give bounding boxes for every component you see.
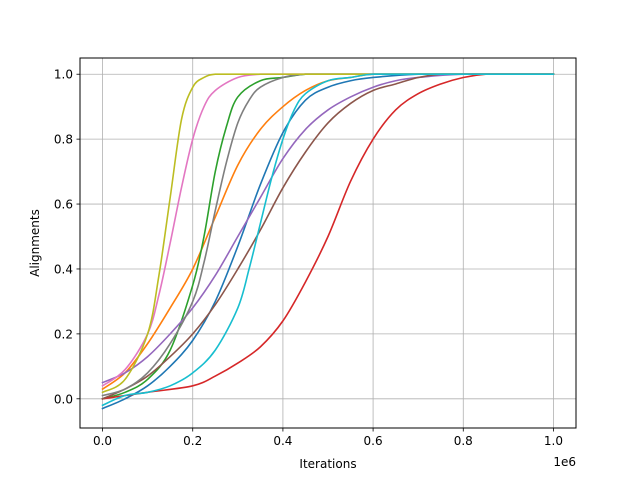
- x-axis-offset-label: 1e6: [553, 455, 576, 469]
- x-tick-label: 0.8: [454, 434, 473, 448]
- series-lines: [101, 73, 555, 410]
- series-line-10: [101, 73, 555, 407]
- x-tick-label: 0.4: [273, 434, 292, 448]
- y-tick-label: 0.2: [54, 327, 73, 341]
- x-tick-label: 0.0: [93, 434, 112, 448]
- plot-frame: [79, 57, 577, 429]
- x-tick-label: 1.0: [544, 434, 563, 448]
- y-tick-label: 1.0: [54, 68, 73, 82]
- y-axis-label: Alignments: [28, 209, 42, 277]
- grid-lines: [80, 58, 576, 428]
- x-tick-label: 0.6: [364, 434, 383, 448]
- series-line-9: [101, 73, 555, 394]
- y-axis-ticks: 0.0 0.2 0.4 0.6 0.8 1.0: [54, 68, 80, 406]
- y-tick-label: 0.0: [54, 392, 73, 406]
- series-line-4: [101, 73, 555, 400]
- x-axis-ticks: 0.0 0.2 0.4 0.6 0.8 1.0: [93, 428, 563, 448]
- x-tick-label: 0.2: [183, 434, 202, 448]
- y-tick-label: 0.6: [54, 198, 73, 212]
- series-line-5: [101, 73, 555, 384]
- series-line-6: [101, 73, 555, 400]
- y-tick-label: 0.4: [54, 262, 73, 276]
- x-axis-label: Iterations: [299, 457, 356, 471]
- y-tick-label: 0.8: [54, 133, 73, 147]
